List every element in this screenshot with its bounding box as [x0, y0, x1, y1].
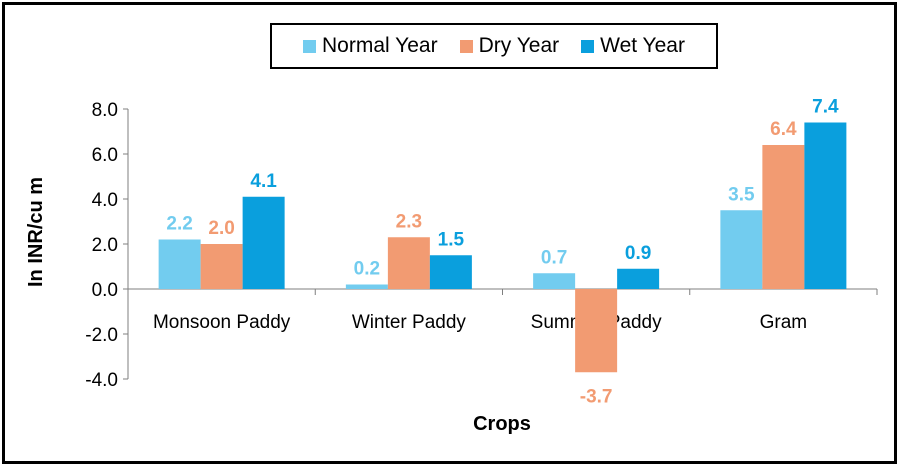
legend-label-normal-year: Normal Year: [322, 34, 438, 57]
x-category-label: Gram: [760, 312, 808, 333]
legend-swatch-normal-year: [303, 39, 317, 53]
legend-item-dry-year: Dry Year: [459, 34, 560, 58]
bar: [242, 196, 285, 289]
bar: [200, 244, 243, 289]
data-label: 2.2: [166, 214, 192, 235]
data-label: 0.2: [354, 259, 380, 280]
data-label: 0.9: [625, 243, 651, 264]
data-label: 2.0: [208, 218, 234, 239]
data-label: -3.7: [580, 386, 613, 407]
y-tick-label: -4.0: [85, 370, 118, 391]
bars: [158, 122, 847, 373]
data-label: 6.4: [770, 119, 797, 140]
data-label: 4.1: [250, 171, 277, 192]
bar: [575, 289, 618, 373]
bar: [617, 268, 660, 289]
y-tick-label: -2.0: [85, 325, 118, 346]
x-axis-label: Crops: [473, 413, 531, 435]
bar: [720, 210, 763, 289]
y-tick-label: 4.0: [92, 190, 118, 211]
bar: [429, 255, 472, 289]
y-tick-label: 0.0: [92, 280, 118, 301]
axes: 8.0 6.0 4.0 2.0 0.0 -2.0 -4.0 Monsoon Paddy Wint…: [85, 100, 878, 391]
bar: [387, 237, 430, 289]
bar: [158, 239, 201, 289]
legend-label-dry-year: Dry Year: [478, 34, 560, 57]
bar: [804, 122, 847, 289]
data-label: 7.4: [812, 97, 839, 118]
bar: [762, 145, 805, 289]
bar: [345, 284, 388, 289]
legend-label-wet-year: Wet Year: [600, 34, 685, 57]
legend-item-wet-year: Wet Year: [581, 34, 685, 58]
data-labels: 2.2 2.0 4.1 0.2 2.3 1.5 0.7 -3.7 0.9 3.5 6.4 7.4: [166, 97, 839, 408]
y-tick-label: 6.0: [92, 145, 118, 166]
legend: Normal Year Dry Year Wet Year: [270, 23, 718, 69]
legend-item-normal-year: Normal Year: [303, 34, 438, 58]
x-category-label: Winter Paddy: [352, 312, 467, 333]
data-label: 1.5: [438, 229, 465, 250]
bar: [533, 273, 576, 289]
legend-swatch-dry-year: [459, 39, 473, 53]
data-label: 0.7: [541, 247, 567, 268]
data-label: 3.5: [728, 184, 755, 205]
legend-swatch-wet-year: [581, 39, 595, 53]
y-axis-label: In INR/cu m: [25, 177, 47, 287]
y-tick-label: 8.0: [92, 100, 118, 121]
data-label: 2.3: [396, 211, 422, 232]
y-tick-label: 2.0: [92, 235, 118, 256]
x-category-label: Monsoon Paddy: [153, 312, 291, 333]
